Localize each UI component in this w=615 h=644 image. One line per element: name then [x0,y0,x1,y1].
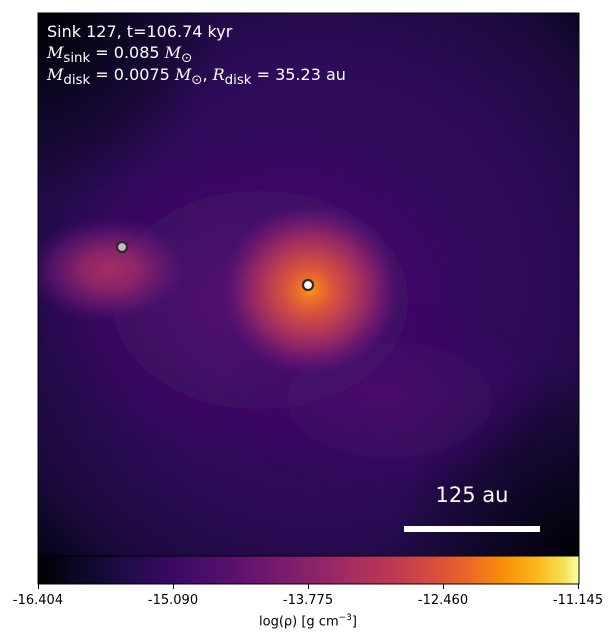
colorbar-ticks [38,584,579,589]
sink-mass-subscript: sink [63,51,91,67]
solar-mass-subscript: ⊙ [181,51,193,67]
colorbar-tick-label: -16.404 [12,593,64,608]
disk-properties: Mdisk = 0.0075 M⊙, Rdisk = 35.23 au [47,65,346,89]
colorbar-tick-label: -15.090 [147,593,199,608]
scale-bar-label: 125 au [435,483,509,507]
disk-mass-symbol: M [47,65,64,84]
scale-bar [404,526,540,532]
disk-radius-value: = 35.23 au [251,65,346,84]
disk-mass-value: = 0.0075 [90,65,175,84]
disk-radius-symbol: R [212,65,225,84]
sink-mass-symbol: M [47,43,64,62]
colorbar-tick-label: -12.460 [417,593,469,608]
sink-marker-primary [301,278,315,292]
disk-radius-subscript: disk [224,73,252,89]
colorbar-tick-label: -13.775 [282,593,334,608]
sink-mass-value: = 0.085 [90,43,165,62]
sink-id-time: Sink 127, t=106.74 kyr [47,22,233,41]
sink-mass: Msink = 0.085 M⊙ [47,42,192,69]
solar-mass-subscript-2: ⊙ [191,73,203,89]
colorbar [37,555,580,585]
solar-mass-symbol: M [164,43,182,62]
disk-mass-subscript: disk [63,73,91,89]
solar-mass-symbol-2: M [174,65,192,84]
sink-marker-secondary [115,240,129,254]
colorbar-label: log(ρ) [g cm−3] [259,613,357,630]
colorbar-tick-label: -11.145 [552,593,604,608]
